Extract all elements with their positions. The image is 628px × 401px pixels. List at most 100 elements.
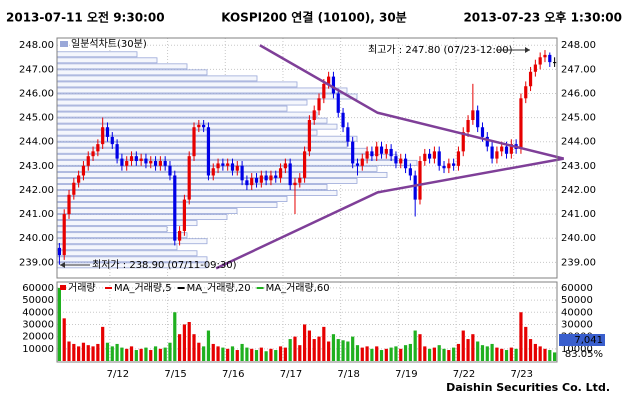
candle-body xyxy=(447,163,451,169)
volume-bar xyxy=(115,343,119,361)
candle-body xyxy=(144,158,148,164)
candle-body xyxy=(245,180,249,186)
candle-body xyxy=(230,163,235,171)
candle-body xyxy=(461,132,465,152)
x-tick-label: 7/19 xyxy=(395,369,417,380)
y-tick-label: 240.00 xyxy=(19,233,54,244)
volume-bar xyxy=(168,342,172,361)
volume-bar xyxy=(221,347,225,361)
candle-body xyxy=(283,163,287,169)
candle-body xyxy=(346,127,350,142)
trendline xyxy=(215,157,564,270)
candle-body xyxy=(504,146,509,154)
volume-bar xyxy=(144,347,148,361)
y-tick-label-right: 244.00 xyxy=(561,137,596,148)
candle-body xyxy=(399,158,403,164)
volume-bar xyxy=(62,318,66,361)
volume-bar xyxy=(312,339,316,361)
profile-bar xyxy=(56,57,158,64)
candle-body xyxy=(533,64,537,72)
low-annotation: 최저가 : 238.90 (07/11-09:30) xyxy=(92,259,237,271)
volume-bar xyxy=(365,346,369,361)
candle-body xyxy=(552,62,557,64)
candle-body xyxy=(322,83,326,99)
candle-body xyxy=(293,182,297,186)
volume-bar xyxy=(230,346,235,361)
candle-body xyxy=(182,199,187,231)
volume-tick-label: 60000 xyxy=(22,283,54,294)
candle-body xyxy=(264,175,268,181)
volume-bar xyxy=(452,347,456,361)
volume-bar xyxy=(307,330,312,361)
y-tick-label: 243.00 xyxy=(19,161,54,172)
candle-body xyxy=(187,156,191,200)
candle-body xyxy=(67,194,71,215)
candle-body xyxy=(500,146,504,152)
volume-bar xyxy=(360,347,364,361)
candle-body xyxy=(158,161,162,166)
candle-body xyxy=(57,247,62,256)
candle-body xyxy=(288,163,292,186)
volume-bar xyxy=(355,345,360,361)
candle-body xyxy=(302,151,307,178)
y-tick-label-right: 248.00 xyxy=(561,40,596,51)
candle-body xyxy=(466,120,470,133)
candle-body xyxy=(341,112,345,128)
volume-bar xyxy=(288,339,292,361)
profile-bar xyxy=(56,141,348,148)
candle-body xyxy=(360,158,364,166)
volume-bar xyxy=(394,346,398,361)
ma-legend: MA_거래량,60 xyxy=(266,282,330,294)
volume-bar xyxy=(81,342,86,361)
candle-body xyxy=(221,163,225,166)
volume-tick-label: 20000 xyxy=(22,332,54,343)
volume-bar xyxy=(240,343,244,361)
profile-bar xyxy=(56,99,308,106)
candle-body xyxy=(413,175,417,200)
candle-body xyxy=(149,161,153,164)
volume-bar xyxy=(139,348,143,361)
volume-bar xyxy=(72,343,76,361)
candle-body xyxy=(327,76,331,84)
candle-body xyxy=(432,151,437,159)
candle-body xyxy=(437,151,441,166)
plot-layer: 239.00 239.00 240.00 240.00 241.00 241.00 242.… xyxy=(19,38,605,380)
x-tick-label: 7/16 xyxy=(222,369,244,380)
profile-bar xyxy=(56,87,348,94)
volume-bar xyxy=(524,326,528,361)
volume-bar xyxy=(202,346,206,361)
volume-bar xyxy=(293,336,297,361)
candle-body xyxy=(480,127,485,137)
trendline xyxy=(259,44,565,160)
y-tick-label-right: 239.00 xyxy=(561,257,596,268)
y-tick-label-right: 240.00 xyxy=(561,233,596,244)
profile-bar xyxy=(56,250,198,257)
candle-body xyxy=(240,165,244,181)
profile-bar xyxy=(56,184,328,190)
volume-bar xyxy=(336,339,340,361)
volume-frame xyxy=(56,281,558,363)
volume-bar xyxy=(437,345,441,361)
profile-legend-mark xyxy=(60,41,68,47)
profile-bar xyxy=(56,81,298,88)
candle-body xyxy=(331,76,336,94)
candle-body xyxy=(336,93,340,113)
volume-bar xyxy=(466,339,470,361)
profile-bar xyxy=(56,202,278,208)
ma-legend: MA_거래량,5 xyxy=(114,282,172,294)
candle-body xyxy=(423,153,427,162)
profile-bar xyxy=(56,129,318,136)
candle-body xyxy=(134,156,138,162)
candle-body xyxy=(524,86,528,99)
profile-bar xyxy=(56,147,368,154)
high-arrowhead xyxy=(525,47,530,53)
candle-body xyxy=(269,175,273,181)
volume-bar xyxy=(226,348,230,361)
volume-tick-label-right: 40000 xyxy=(561,307,593,318)
volume-bar xyxy=(509,347,513,361)
candle-body xyxy=(274,175,278,178)
y-tick-label: 242.00 xyxy=(19,185,54,196)
volume-bar xyxy=(134,350,138,361)
volume-bar xyxy=(327,341,331,361)
